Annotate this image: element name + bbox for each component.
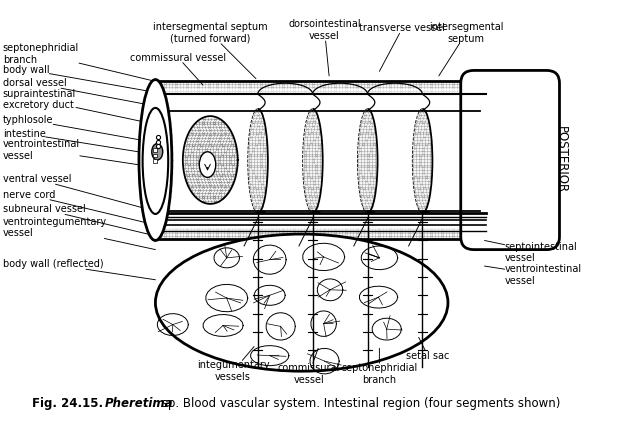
Text: dorsal vessel: dorsal vessel <box>2 78 155 106</box>
Bar <box>153 159 157 163</box>
FancyBboxPatch shape <box>461 71 560 249</box>
Text: Pheretima: Pheretima <box>105 397 173 410</box>
Text: body wall: body wall <box>2 64 155 92</box>
Ellipse shape <box>143 108 168 214</box>
Bar <box>153 154 157 157</box>
Text: commissural
vessel: commissural vessel <box>278 348 340 385</box>
Text: ventrointegumentary
vessel: ventrointegumentary vessel <box>2 217 155 249</box>
Text: ventrointestinal
vessel: ventrointestinal vessel <box>2 139 155 167</box>
Bar <box>153 148 157 152</box>
Text: typhlosole: typhlosole <box>2 115 155 143</box>
Text: ventrointestinal
vessel: ventrointestinal vessel <box>484 264 582 286</box>
Text: nerve cord: nerve cord <box>2 190 155 225</box>
Text: subneural vessel: subneural vessel <box>2 204 155 236</box>
Text: Fig. 24.15.: Fig. 24.15. <box>32 397 107 410</box>
Text: septointestinal
vessel: septointestinal vessel <box>484 240 577 263</box>
Text: septonephridial
branch: septonephridial branch <box>2 43 155 81</box>
Text: ventral vessel: ventral vessel <box>2 174 155 211</box>
Text: integumentary
vessels: integumentary vessels <box>197 347 270 382</box>
Text: intersegmental
septum: intersegmental septum <box>429 22 504 76</box>
Text: setal sac: setal sac <box>406 338 449 361</box>
Text: sp. Blood vascular system. Intestinal region (four segments shown): sp. Blood vascular system. Intestinal re… <box>158 397 560 410</box>
Text: commissural vessel: commissural vessel <box>130 52 227 85</box>
Text: intersegmental septum
(turned forward): intersegmental septum (turned forward) <box>153 22 268 79</box>
Text: POSTERIOR: POSTERIOR <box>555 126 568 194</box>
Ellipse shape <box>155 234 448 371</box>
Text: septonephridial
branch: septonephridial branch <box>341 348 417 385</box>
Text: dorsointestinal
vessel: dorsointestinal vessel <box>288 19 361 76</box>
Text: transverse vessel: transverse vessel <box>359 23 446 71</box>
Text: body wall (reflected): body wall (reflected) <box>2 259 155 280</box>
Text: intestine: intestine <box>2 129 155 154</box>
Ellipse shape <box>152 144 163 160</box>
Ellipse shape <box>139 80 172 240</box>
Text: supraintestinal
excretory duct: supraintestinal excretory duct <box>2 89 155 124</box>
Ellipse shape <box>199 152 216 178</box>
